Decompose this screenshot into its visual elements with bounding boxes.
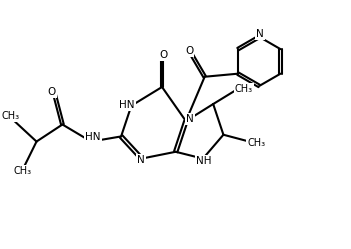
Text: CH₃: CH₃ <box>235 84 253 94</box>
Text: CH₃: CH₃ <box>2 111 20 121</box>
Text: O: O <box>48 87 56 97</box>
Text: O: O <box>160 50 168 60</box>
Text: O: O <box>185 46 193 56</box>
Text: HN: HN <box>119 100 135 110</box>
Text: HN: HN <box>85 132 100 142</box>
Text: N: N <box>186 114 194 124</box>
Text: CH₃: CH₃ <box>13 166 31 176</box>
Text: CH₃: CH₃ <box>247 138 265 148</box>
Text: N: N <box>137 155 145 165</box>
Text: NH: NH <box>196 156 211 166</box>
Text: N: N <box>256 29 264 39</box>
